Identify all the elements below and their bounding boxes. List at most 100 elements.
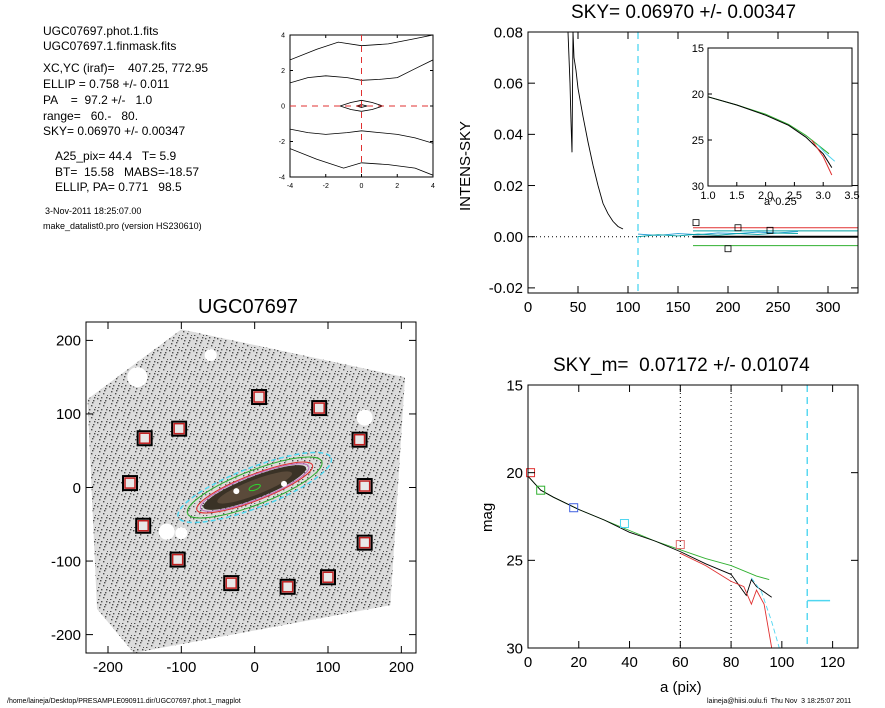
y-tick-label: -2 <box>279 139 285 146</box>
inset-x-tick-label: 2.0 <box>758 190 773 202</box>
mask-box-inner <box>138 432 151 444</box>
y-tick-label: 0.08 <box>494 24 523 41</box>
y-tick-label: 0 <box>281 103 285 110</box>
mag-chart-title: SKY_m= 0.07172 +/- 0.01074 <box>553 355 810 376</box>
info-date: 3-Nov-2011 18:25:07.00 <box>45 206 142 216</box>
y-tick-label: 0.00 <box>494 229 523 246</box>
x-tick-label: -100 <box>166 659 196 676</box>
inset-series-line <box>817 144 836 162</box>
mask-box <box>171 420 188 437</box>
sky-chart-title: SKY= 0.06970 +/- 0.00347 <box>571 2 797 23</box>
x-tick-label: 200 <box>389 659 414 676</box>
x-tick-label: -200 <box>93 659 123 676</box>
inset-x-tick-label: 3.5 <box>844 190 859 202</box>
x-tick-label: 120 <box>820 654 845 671</box>
x-tick-label: 250 <box>765 299 790 316</box>
x-tick-label: 300 <box>815 299 840 316</box>
y-tick-label: 4 <box>281 32 285 39</box>
masked-star <box>175 527 188 540</box>
footer-user: laineja@hiisi.oulu.fi Thu Nov 3 18:25:07… <box>707 698 852 705</box>
mask-box <box>279 578 296 595</box>
inset-x-tick-label: 3.0 <box>816 190 831 202</box>
sky-marker <box>766 226 774 234</box>
masked-star <box>262 333 277 348</box>
mask-box <box>135 517 152 534</box>
mask-box <box>169 551 186 568</box>
y-tick-label: 100 <box>56 406 81 423</box>
contour-line <box>290 148 433 176</box>
y-tick-label: 0.04 <box>494 127 523 144</box>
y-tick-label: 0.02 <box>494 178 523 195</box>
y-tick-label: 25 <box>506 553 523 570</box>
sky-marker <box>734 224 742 232</box>
x-tick-label: 100 <box>769 654 794 671</box>
masked-star <box>127 367 148 388</box>
galaxy-star <box>281 480 287 487</box>
isophote-ellipse <box>186 456 323 519</box>
y-tick-label: 2 <box>281 68 285 75</box>
mask-box-inner <box>137 519 149 532</box>
inset-series-line <box>811 139 833 176</box>
mask-box <box>356 534 373 551</box>
masked-star <box>356 409 373 426</box>
galaxy-core <box>248 483 261 492</box>
x-tick-label: 4 <box>431 183 435 190</box>
y-tick-label: -200 <box>51 627 81 644</box>
y-tick-label: 30 <box>506 640 523 657</box>
inset-x-tick-label: 1.0 <box>700 190 715 202</box>
mask-box <box>311 400 328 417</box>
x-tick-label: 60 <box>672 654 689 671</box>
y-tick-label: 0.06 <box>494 75 523 92</box>
x-tick-label: 0 <box>524 299 532 316</box>
info-line-bt: BT= 15.58 MABS=-18.57 <box>55 165 200 179</box>
mask-box-inner <box>358 536 371 549</box>
y-tick-label: -100 <box>51 553 81 570</box>
contour-line <box>355 104 369 108</box>
info-line-a25: A25_pix= 44.4 T= 5.9 <box>55 149 177 163</box>
mask-box-inner <box>124 477 136 489</box>
info-line-ellip-pa: ELLIP, PA= 0.771 98.5 <box>55 180 182 194</box>
x-tick-label: 20 <box>570 654 587 671</box>
mask-box <box>356 478 373 495</box>
isophote-ellipse <box>177 451 333 524</box>
x-tick-label: 100 <box>615 299 640 316</box>
mask-box-inner <box>173 422 185 435</box>
mag-marker <box>619 519 629 529</box>
x-tick-label: 0 <box>250 659 258 676</box>
x-tick-label: 40 <box>621 654 638 671</box>
inset-y-tick-label: 20 <box>692 89 704 101</box>
mag-marker <box>569 503 579 513</box>
contour-line <box>290 128 433 144</box>
info-line-pa: PA = 97.2 +/- 1.0 <box>43 93 153 107</box>
info-line-range: range= 60.- 80. <box>43 109 139 123</box>
inset-x-tick-label: 2.5 <box>787 190 802 202</box>
mag-marker <box>675 540 685 550</box>
y-tick-label: 200 <box>56 333 81 350</box>
sky-frame <box>527 31 859 294</box>
mag-frame <box>527 384 859 649</box>
isophote-ellipse <box>199 463 310 512</box>
mag-series-line <box>527 475 772 598</box>
mask-box-inner <box>253 391 265 403</box>
mag-series-line <box>680 552 773 649</box>
x-tick-label: -2 <box>323 183 329 190</box>
mask-box <box>122 475 138 492</box>
inset-y-tick-label: 15 <box>692 43 704 55</box>
inset-frame <box>707 47 853 187</box>
inset-y-tick-label: 30 <box>692 181 704 193</box>
mask-box <box>136 430 153 447</box>
y-tick-label: -0.02 <box>489 280 523 297</box>
x-tick-label: 0 <box>524 654 532 671</box>
info-line-file: UGC07697.phot.1.fits <box>43 24 159 38</box>
y-tick-label: 15 <box>506 377 523 394</box>
x-tick-label: 2 <box>395 183 399 190</box>
galaxy-star <box>233 488 240 495</box>
info-line-center: XC,YC (iraf)= 407.25, 772.95 <box>43 61 209 75</box>
y-tick-label: 20 <box>506 465 523 482</box>
mask-box <box>251 389 268 406</box>
mask-box-inner <box>322 571 334 583</box>
mask-box-inner <box>358 480 371 492</box>
sky-marker <box>692 219 700 227</box>
y-tick-label: 0 <box>73 480 81 497</box>
x-tick-label: -4 <box>287 183 293 190</box>
